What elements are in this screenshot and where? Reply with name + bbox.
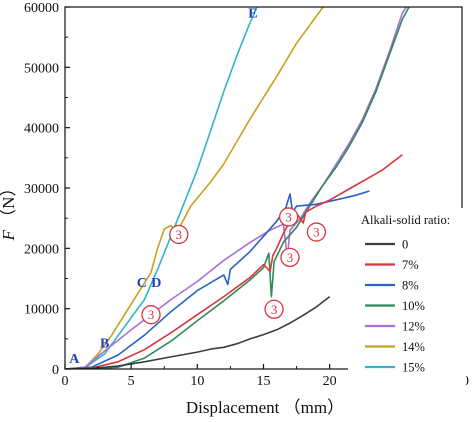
x-tick-label: 5 — [128, 374, 135, 389]
series-line-8pct — [65, 190, 370, 369]
legend-label: 12% — [402, 320, 425, 334]
series-line-14pct — [65, 7, 324, 369]
legend-label: 10% — [402, 299, 425, 313]
x-tick-label: 20 — [323, 374, 337, 389]
annotation-circle — [306, 222, 327, 242]
point-label-C: C — [137, 276, 147, 291]
annotation-circle — [141, 305, 161, 325]
point-label-D: D — [151, 276, 161, 291]
legend-label: 7% — [402, 258, 419, 272]
y-tick-label: 10000 — [24, 303, 59, 318]
annotation-number: 3 — [287, 250, 294, 265]
point-label-B: B — [100, 336, 109, 351]
y-tick-label: 40000 — [24, 122, 59, 137]
x-axis-title: Displacement （mm） — [186, 398, 344, 417]
legend-label: 8% — [402, 279, 419, 293]
point-label-E: E — [248, 6, 257, 21]
y-axis-variable: F — [0, 229, 18, 241]
series-line-7pct — [65, 154, 403, 369]
legend-label: 14% — [402, 340, 425, 354]
annotation-layer: A B C D E 3 3 3 3 3 3 — [69, 6, 327, 367]
series-line-15pct — [65, 7, 258, 369]
point-label-A: A — [69, 352, 80, 367]
x-tick-label: 15 — [257, 374, 271, 389]
x-tick-label: 0 — [62, 374, 69, 389]
annotation-number: 3 — [285, 209, 292, 224]
series-line-10pct — [65, 7, 410, 369]
annotation-circle — [169, 224, 189, 245]
y-tick-label: 50000 — [24, 61, 59, 76]
y-tick-label: 0 — [52, 363, 59, 378]
annotation-number: 3 — [313, 225, 320, 240]
y-tick-label: 60000 — [24, 1, 59, 16]
legend-background — [348, 208, 466, 386]
annotation-number: 3 — [176, 227, 183, 242]
legend-label: 15% — [402, 361, 425, 375]
y-axis-title: F （N） — [0, 180, 18, 242]
svg-text:F （N）: F （N） — [0, 180, 18, 242]
annotation-circle — [280, 247, 300, 268]
annotation-circle — [278, 207, 299, 227]
y-tick-label: 30000 — [24, 182, 59, 197]
legend-label: 0 — [402, 238, 408, 252]
legend: Alkali-solid ratio: 0 7% 8% 10% 12% 14% 15% — [348, 208, 466, 386]
annotation-number: 3 — [271, 302, 278, 317]
series-line-0 — [65, 295, 331, 369]
annotation-number: 3 — [148, 307, 155, 322]
x-tick-label: 10 — [190, 374, 204, 389]
annotation-circle — [264, 299, 284, 319]
y-axis-unit: （N） — [0, 180, 18, 226]
y-tick-label: 20000 — [24, 242, 59, 257]
legend-title: Alkali-solid ratio: — [361, 213, 450, 227]
